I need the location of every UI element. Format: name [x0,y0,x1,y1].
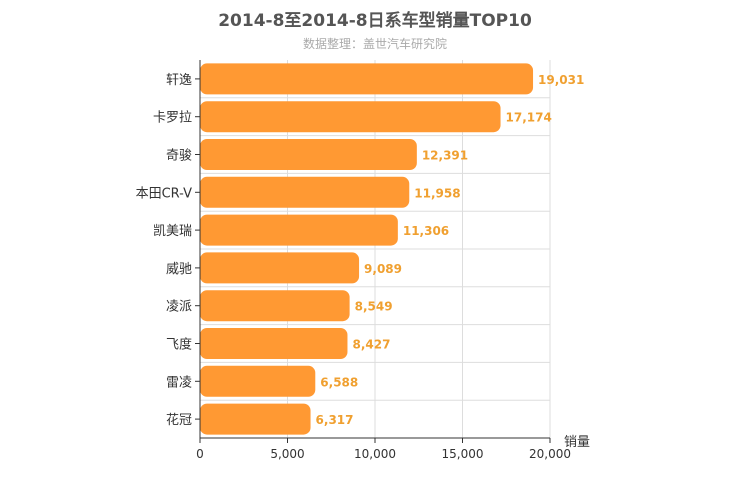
value-label: 8,549 [355,300,393,314]
bar [200,63,534,95]
category-label: 奇骏 [166,148,192,164]
chart-subtitle: 数据整理：盖世汽车研究院 [302,37,447,51]
category-label: 本田CR-V [136,186,193,201]
value-label: 9,089 [364,262,402,276]
value-label: 11,306 [403,224,449,238]
category-label: 卡罗拉 [153,111,192,126]
bar [200,365,316,397]
chart-title: 2014-8至2014-8日系车型销量TOP10 [218,11,532,31]
x-tick-label: 0 [196,447,204,461]
bar [200,214,398,246]
bars [200,63,534,435]
value-label: 19,031 [538,73,584,87]
x-tick-label: 20,000 [529,447,571,461]
x-axis-name: 销量 [564,435,590,450]
value-label: 6,588 [320,375,358,389]
category-label: 飞度 [166,337,192,353]
value-label: 17,174 [506,111,552,125]
x-tick-label: 15,000 [442,447,484,461]
category-label: 花冠 [166,412,192,428]
bar [200,328,348,359]
x-tick-label: 5,000 [270,447,304,461]
bar [200,290,350,322]
value-label: 12,391 [422,149,468,163]
value-labels: 19,031 17,174 12,391 11,958 11,306 9,089 8,549… [316,73,585,427]
value-label: 11,958 [414,186,460,200]
x-axis-ticks: 0 5,000 10,000 15,000 20,000 [196,438,571,461]
bar [200,252,360,284]
category-label: 凯美瑞 [153,224,192,239]
bar [200,101,501,133]
value-label: 6,317 [316,413,354,427]
category-label: 雷凌 [166,375,192,390]
bar [200,139,417,170]
category-label: 凌派 [166,300,192,315]
x-tick-label: 10,000 [354,447,396,461]
bar [200,176,410,208]
category-label: 威驰 [166,262,192,277]
value-label: 8,427 [352,338,390,352]
bar [200,403,311,435]
category-label: 轩逸 [166,73,192,88]
